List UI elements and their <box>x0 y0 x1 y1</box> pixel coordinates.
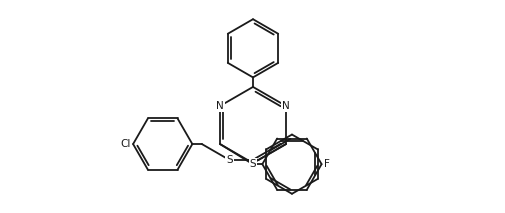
Text: Cl: Cl <box>120 139 130 149</box>
Text: N: N <box>216 101 223 111</box>
Text: S: S <box>249 159 256 169</box>
Text: F: F <box>324 159 329 169</box>
Text: S: S <box>226 155 232 165</box>
Text: N: N <box>282 101 289 111</box>
